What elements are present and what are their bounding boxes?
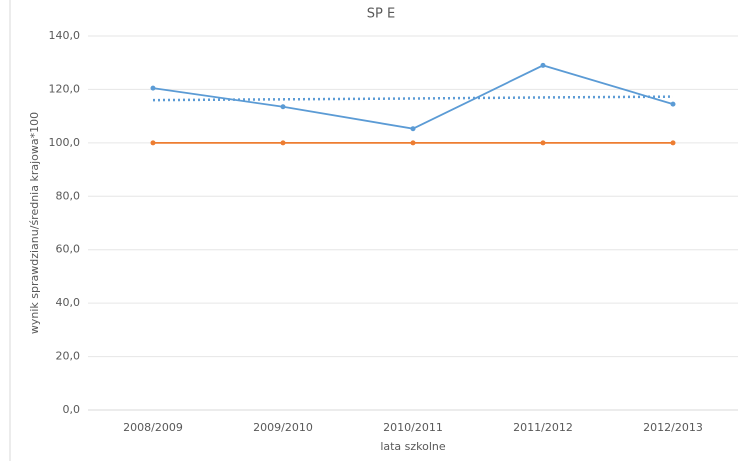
point [280,104,286,110]
x-axis-title: lata szkolne [380,440,446,453]
x-tick-label: 2011/2012 [513,421,573,434]
y-tick-label: 20,0 [56,350,81,363]
point [670,101,676,107]
y-tick-label: 60,0 [56,243,81,256]
y-tick-label: 100,0 [49,136,81,149]
y-tick-label: 80,0 [56,189,81,202]
y-tick-label: 140,0 [49,29,81,42]
x-tick-label: 2012/2013 [643,421,703,434]
point [670,140,676,146]
point [150,140,156,146]
point [540,62,546,68]
point [540,140,546,146]
y-tick-label: 120,0 [49,82,81,95]
trend-line [152,95,674,102]
point [410,140,416,146]
point [410,126,416,132]
x-tick-label: 2008/2009 [123,421,183,434]
x-tick-label: 2010/2011 [383,421,443,434]
y-tick-label: 40,0 [56,296,81,309]
x-tick-label: 2009/2010 [253,421,313,434]
point [150,85,156,91]
point [280,140,286,146]
y-tick-label: 0,0 [63,403,81,416]
y-axis-title: wynik sprawdzianu/średnia krajowa*100 [28,112,41,334]
chart-title: SP E [367,7,395,22]
